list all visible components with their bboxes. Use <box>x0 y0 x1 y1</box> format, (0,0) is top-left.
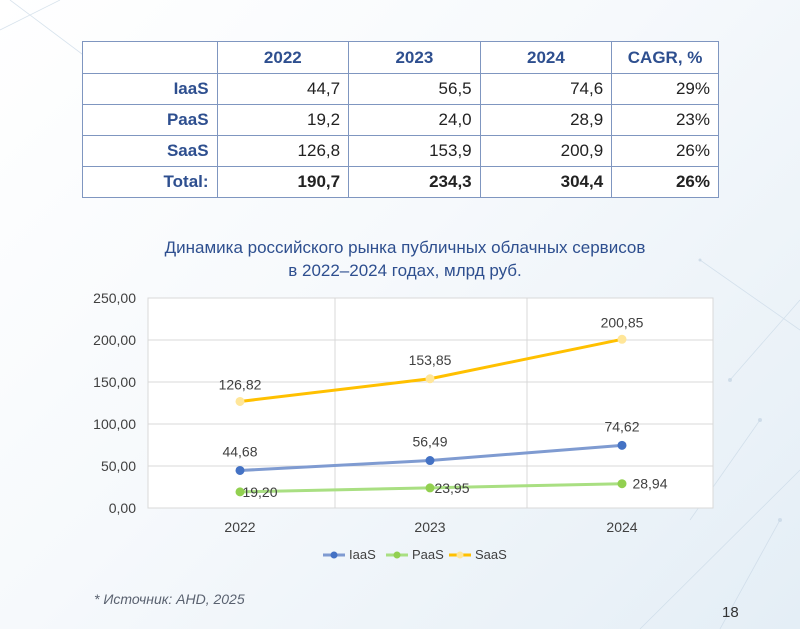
table-cell: 23% <box>611 104 719 136</box>
table-cell: 304,4 <box>479 166 613 198</box>
row-label: PaaS <box>82 104 218 136</box>
data-point-paas <box>235 487 245 497</box>
legend-label: IaaS <box>349 547 376 562</box>
table-cell: 26% <box>611 135 719 167</box>
data-label: 28,94 <box>632 476 667 492</box>
x-tick-label: 2024 <box>606 519 637 535</box>
y-tick-label: 200,00 <box>93 332 136 348</box>
table-cell: 190,7 <box>216 166 350 198</box>
data-label: 56,49 <box>412 434 447 450</box>
table-row: PaaS 19,2 24,0 28,9 23% <box>82 104 719 136</box>
table-total-row: Total: 190,7 234,3 304,4 26% <box>82 166 719 198</box>
legend-marker-saas <box>456 551 464 559</box>
table-row: IaaS 44,7 56,5 74,6 29% <box>82 73 719 105</box>
data-point-iaas <box>425 456 435 466</box>
table-cell: 29% <box>611 73 719 105</box>
table-cell: 234,3 <box>348 166 481 198</box>
table-cell: 44,7 <box>216 73 350 105</box>
x-tick-label: 2023 <box>414 519 445 535</box>
y-tick-label: 0,00 <box>109 500 136 516</box>
data-label: 74,62 <box>604 418 639 434</box>
data-label: 19,20 <box>242 484 277 500</box>
y-tick-label: 150,00 <box>93 374 136 390</box>
data-point-paas <box>617 479 627 489</box>
source-note: * Источник: AHD, 2025 <box>94 591 245 607</box>
data-point-paas <box>425 483 435 493</box>
data-point-iaas <box>617 440 627 450</box>
legend-label: PaaS <box>412 547 444 562</box>
data-label: 153,85 <box>409 352 452 368</box>
table-header-cell: CAGR, % <box>611 41 719 74</box>
chart-title: Динамика российского рынка публичных обл… <box>100 236 710 282</box>
y-tick-label: 50,00 <box>101 458 136 474</box>
y-tick-label: 250,00 <box>93 290 136 306</box>
row-label: SaaS <box>82 135 218 167</box>
market-data-table: 2022 2023 2024 CAGR, % IaaS 44,7 56,5 74… <box>82 41 719 198</box>
table-header-row: 2022 2023 2024 CAGR, % <box>82 41 719 74</box>
row-label: Total: <box>82 166 218 198</box>
legend-marker-paas <box>393 551 401 559</box>
data-point-saas <box>235 396 245 406</box>
table-cell: 26% <box>611 166 719 198</box>
data-label: 200,85 <box>601 314 644 330</box>
data-label: 23,95 <box>434 480 469 496</box>
y-tick-label: 100,00 <box>93 416 136 432</box>
data-label: 44,68 <box>222 443 257 459</box>
table-cell: 74,6 <box>479 73 613 105</box>
table-cell: 28,9 <box>479 104 613 136</box>
table-cell: 56,5 <box>348 73 481 105</box>
legend-label: SaaS <box>475 547 507 562</box>
x-tick-label: 2022 <box>224 519 255 535</box>
table-cell: 153,9 <box>348 135 481 167</box>
table-header-cell: 2024 <box>479 41 613 74</box>
page-number: 18 <box>722 604 739 621</box>
legend-marker-iaas <box>330 551 338 559</box>
data-point-iaas <box>235 465 245 475</box>
data-point-saas <box>425 374 435 384</box>
data-point-saas <box>617 334 627 344</box>
chart-title-line1: Динамика российского рынка публичных обл… <box>164 238 646 257</box>
chart-title-line2: в 2022–2024 годах, млрд руб. <box>288 261 522 280</box>
data-label: 126,82 <box>219 376 262 392</box>
table-header-cell: 2023 <box>348 41 481 74</box>
table-row: SaaS 126,8 153,9 200,9 26% <box>82 135 719 167</box>
